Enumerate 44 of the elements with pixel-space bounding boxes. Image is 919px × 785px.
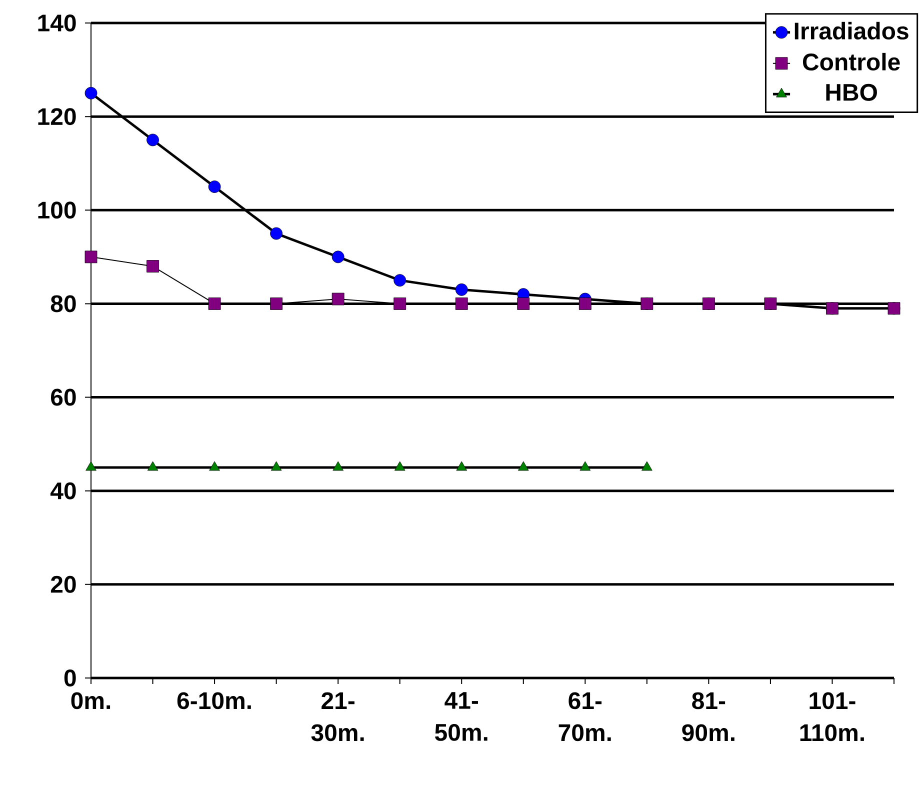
y-tick-label: 140 [38, 14, 76, 32]
x-tick-label: 61-70m. [558, 692, 611, 742]
x-tick-label: 0m. [71, 692, 110, 710]
legend-label: Irradiados [794, 22, 908, 40]
point [332, 461, 344, 471]
point [209, 461, 220, 471]
point [456, 461, 468, 471]
x-tick-label: 41-50m. [435, 692, 488, 741]
point [518, 461, 529, 471]
point [208, 298, 221, 310]
point [580, 461, 591, 471]
point [147, 461, 158, 471]
point [394, 461, 406, 471]
y-tick-label: 60 [50, 388, 76, 406]
y-tick-label: 100 [38, 202, 76, 219]
legend-label: HBO [826, 84, 877, 101]
point [84, 250, 98, 264]
point [642, 461, 652, 471]
y-tick-label: 40 [50, 482, 76, 500]
point [86, 461, 96, 471]
point [84, 86, 98, 100]
point [270, 461, 282, 471]
point [270, 227, 283, 240]
point [146, 260, 159, 272]
point [332, 250, 344, 264]
point [146, 134, 159, 146]
x-tick-label: 81-90m. [682, 692, 734, 742]
x-tick-label: 101-110m. [800, 692, 864, 742]
point [270, 298, 283, 310]
point [455, 283, 468, 296]
point [332, 292, 344, 306]
point [578, 298, 592, 310]
y-tick-label: 120 [38, 108, 76, 126]
point [517, 298, 530, 310]
legend-label: Controle [802, 52, 900, 71]
y-tick-label: 0 [64, 670, 76, 686]
y-tick-label: 80 [50, 295, 76, 312]
y-tick-label: 20 [50, 576, 76, 593]
point [208, 180, 221, 193]
x-tick-label: 6-10m. [177, 692, 251, 710]
x-tick-label: 21-30m. [311, 692, 364, 742]
point [394, 298, 406, 310]
point [455, 298, 468, 310]
point [394, 274, 406, 287]
